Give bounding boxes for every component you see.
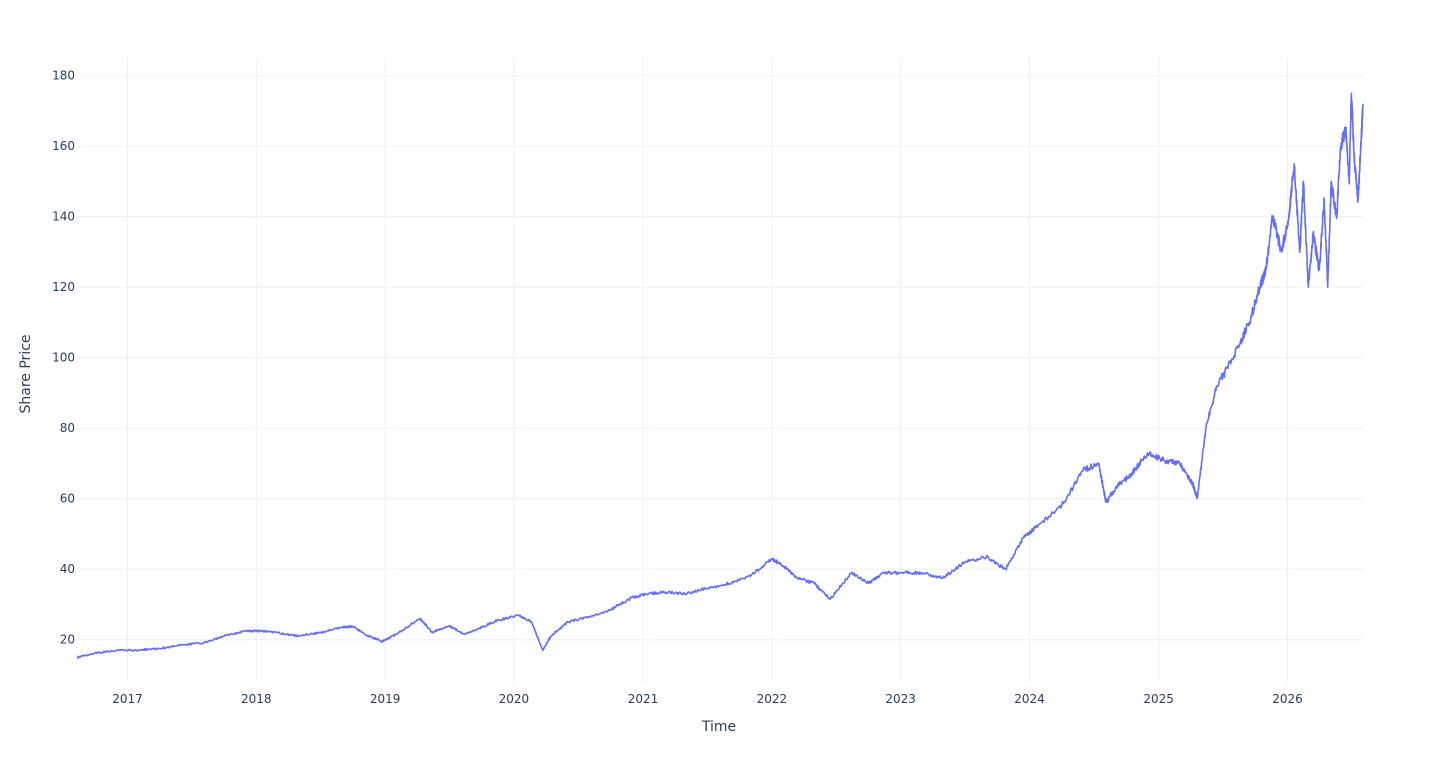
y-axis-title: Share Price [18, 334, 34, 413]
y-tick-label: 180 [52, 69, 75, 83]
y-tick-label: 60 [60, 492, 75, 506]
x-tick-label: 2025 [1143, 692, 1174, 706]
y-tick-label: 120 [52, 280, 75, 294]
x-axis-title: Time [701, 719, 736, 735]
x-tick-label: 2019 [370, 692, 401, 706]
y-tick-label: 80 [60, 421, 75, 435]
share-price-series-line [76, 92, 1364, 659]
y-tick-label: 40 [60, 562, 75, 576]
y-tick-label: 140 [52, 210, 75, 224]
x-tick-label: 2022 [757, 692, 788, 706]
x-tick-label: 2023 [885, 692, 916, 706]
x-tick-label: 2018 [241, 692, 272, 706]
y-gridlines [77, 75, 1363, 641]
y-tick-label: 160 [52, 139, 75, 153]
x-tick-label: 2017 [112, 692, 143, 706]
x-tick-labels: 2017 2018 2019 2020 2021 2022 2023 2024 2025 2026 [112, 692, 1303, 706]
y-tick-labels: 20 40 60 80 100 120 140 160 180 [52, 69, 75, 647]
x-gridlines [126, 58, 1288, 682]
x-tick-label: 2026 [1272, 692, 1303, 706]
y-tick-label: 100 [52, 351, 75, 365]
y-tick-label: 20 [60, 633, 75, 647]
x-tick-label: 2021 [628, 692, 659, 706]
series-layer [76, 92, 1364, 659]
x-tick-label: 2024 [1014, 692, 1045, 706]
x-tick-label: 2020 [499, 692, 530, 706]
